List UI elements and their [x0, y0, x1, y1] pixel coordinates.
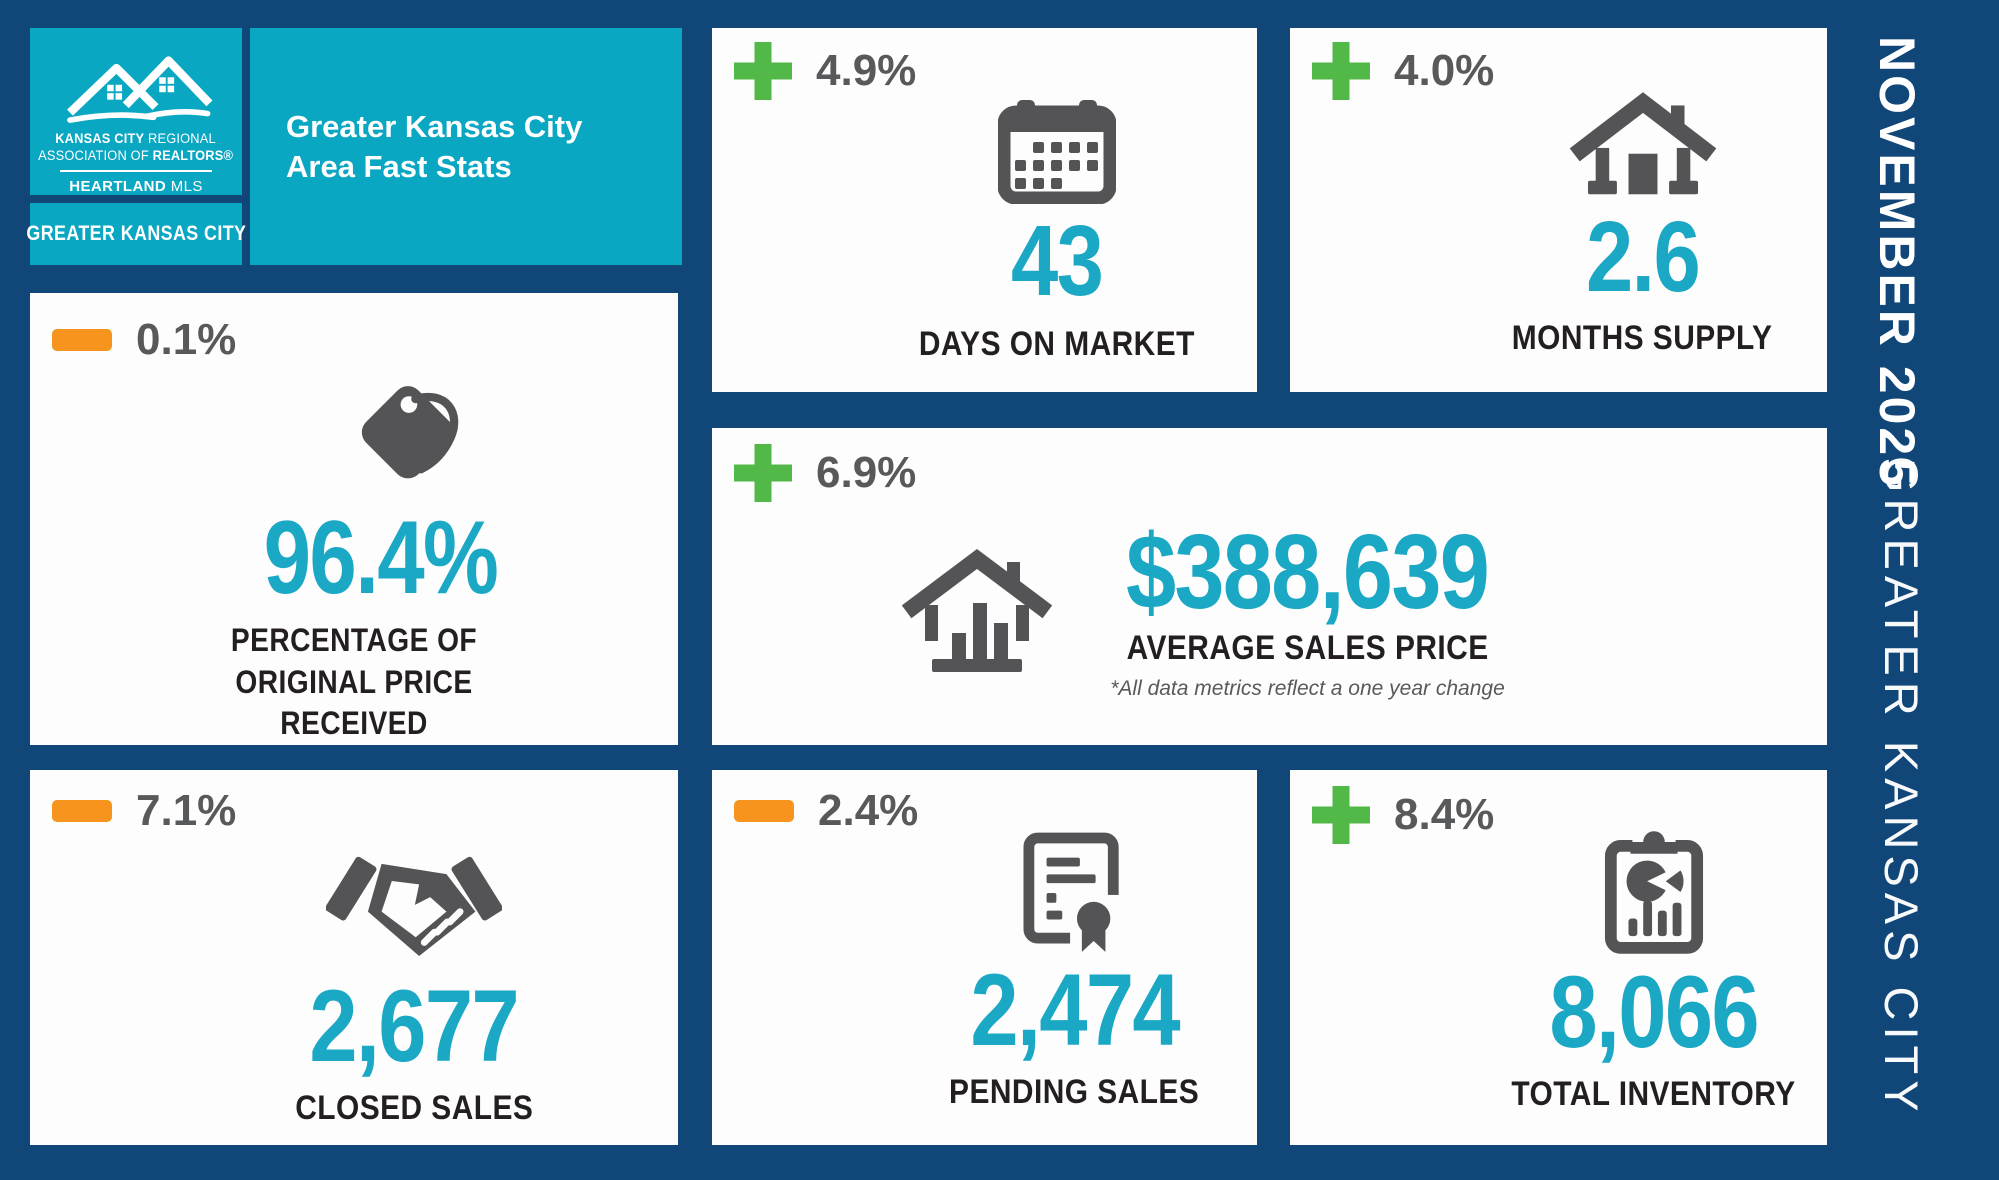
change-indicator: 2.4%: [734, 786, 918, 836]
handshake-icon: [326, 840, 502, 968]
change-indicator: 6.9%: [734, 444, 916, 502]
region-badge: GREATER KANSAS CITY: [26, 203, 246, 265]
increase-plus-icon: [1312, 786, 1370, 844]
stat-value: 43: [1010, 205, 1104, 317]
change-percent: 2.4%: [818, 786, 919, 835]
change-indicator: 0.1%: [52, 315, 236, 365]
change-indicator: 4.9%: [734, 42, 916, 100]
stat-card-percentage-of-original-price: 0.1% 96.4% PERCENTAGE OF ORIGINAL PRICE …: [30, 293, 678, 745]
change-indicator: 8.4%: [1312, 786, 1494, 844]
region-badge-label: GREATER KANSAS CITY: [26, 222, 246, 245]
page-title-line1: Greater Kansas City: [286, 108, 583, 144]
stat-label: PENDING SALES: [949, 1072, 1200, 1111]
decrease-minus-icon: [734, 800, 794, 822]
stat-card-closed-sales: 7.1% 2,677 CLOSED SALES: [30, 770, 678, 1145]
stat-card-days-on-market: 4.9% 43 DAYS ON MARKET: [712, 28, 1257, 392]
stat-content: 2,677 CLOSED SALES: [90, 770, 738, 1145]
house-bar-chart-icon: [902, 547, 1052, 675]
sidebar-month-label: NOVEMBER 2025: [1869, 36, 1925, 490]
stat-value: $388,639: [1126, 513, 1490, 631]
clipboard-chart-icon: [1603, 830, 1705, 954]
page-title-line2: Area Fast Stats: [286, 148, 512, 184]
sidebar-region-label: GREATER KANSAS CITY: [1875, 456, 1928, 1118]
stat-label: CLOSED SALES: [294, 1088, 534, 1127]
brand-logo-box: KANSAS CITY REGIONAL ASSOCIATION OF REAL…: [30, 28, 242, 195]
org-subtitle: HEARTLAND MLS: [69, 178, 203, 195]
stat-value: 8,066: [1549, 955, 1759, 1069]
logo-divider: [60, 170, 212, 172]
change-percent: 0.1%: [136, 315, 237, 364]
data-footnote: *All data metrics reflect a one year cha…: [1110, 676, 1505, 700]
change-indicator: 4.0%: [1312, 42, 1494, 100]
stat-label: DAYS ON MARKET: [918, 325, 1195, 363]
stat-content: 43 DAYS ON MARKET: [784, 28, 1329, 392]
stat-card-pending-sales: 2.4% 2,474 PENDING SALES: [712, 770, 1257, 1145]
stat-content: 2,474 PENDING SALES: [802, 770, 1347, 1145]
increase-plus-icon: [1312, 42, 1370, 100]
org-name-line2: ASSOCIATION OF REALTORS®: [38, 148, 234, 164]
stat-card-months-supply: 4.0% 2.6 MONTHS SUPPLY: [1290, 28, 1827, 392]
change-percent: 8.4%: [1394, 790, 1495, 839]
page-title: Greater Kansas City Area Fast Stats: [250, 28, 682, 265]
change-percent: 4.0%: [1394, 46, 1495, 95]
stat-content: 2.6 MONTHS SUPPLY: [1374, 28, 1911, 392]
stat-value: 2.6: [1585, 201, 1701, 313]
stat-value: 2,677: [309, 969, 520, 1083]
change-percent: 7.1%: [136, 786, 237, 835]
stat-value: 96.4%: [263, 500, 498, 617]
org-name-line1: KANSAS CITY REGIONAL: [55, 131, 217, 147]
certificate-icon: [1023, 832, 1127, 952]
stat-content: 8,066 TOTAL INVENTORY: [1385, 770, 1922, 1145]
house-icon: [1569, 90, 1717, 202]
stat-value: 2,474: [970, 953, 1180, 1067]
stat-label: AVERAGE SALES PRICE: [1126, 628, 1489, 667]
stat-card-total-inventory: 8.4% 8,066 TOTAL INVENTORY: [1290, 770, 1827, 1145]
change-percent: 4.9%: [816, 46, 917, 95]
stat-label: PERCENTAGE OF ORIGINAL PRICE RECEIVED: [230, 622, 478, 742]
price-tag-icon: [357, 375, 483, 491]
stat-card-average-sales-price: 6.9% $388,639 AVERAGE SALES PRICE *All d…: [712, 428, 1827, 745]
stat-label: TOTAL INVENTORY: [1511, 1074, 1796, 1113]
stat-label: MONTHS SUPPLY: [1512, 319, 1773, 357]
kcrar-houses-logo-icon: [56, 42, 216, 131]
change-indicator: 7.1%: [52, 786, 236, 836]
calendar-icon: [998, 100, 1116, 204]
increase-plus-icon: [734, 444, 792, 502]
stat-content: 96.4% PERCENTAGE OF ORIGINAL PRICE RECEI…: [30, 293, 678, 745]
stat-content: $388,639 AVERAGE SALES PRICE *All data m…: [654, 513, 1769, 701]
change-percent: 6.9%: [816, 448, 917, 497]
